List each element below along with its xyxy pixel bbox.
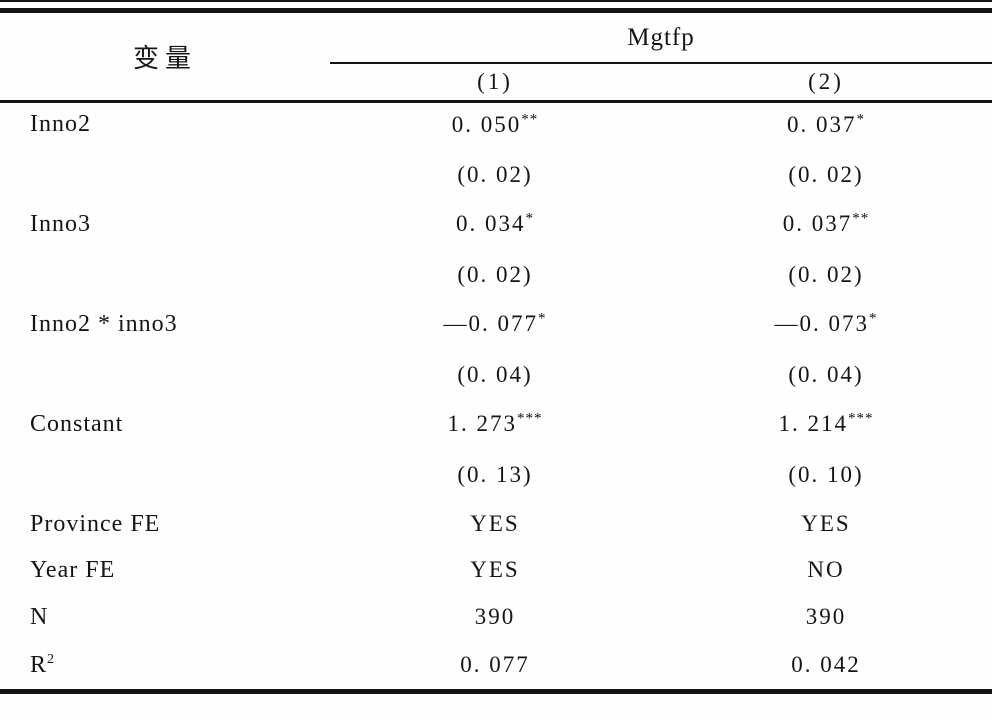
coef-value: 0. 050 — [451, 111, 522, 137]
stat-cell: 390 — [474, 604, 516, 629]
r-squared-label: R — [30, 651, 48, 678]
row-label: R2 — [0, 641, 330, 689]
significance-stars: * — [538, 310, 547, 327]
table-row-year-fe: Year FE YES NO — [0, 547, 992, 593]
fe-cell: NO — [807, 557, 845, 582]
row-label — [0, 247, 330, 301]
column-header-2: (2) — [660, 63, 992, 103]
table-row-inno3-se: (0. 02) (0. 02) — [0, 247, 992, 301]
row-label — [0, 447, 330, 501]
table-top-border-thin — [0, 0, 992, 2]
row-label: Year FE — [30, 556, 116, 583]
table-row-interaction-se: (0. 04) (0. 04) — [0, 347, 992, 401]
significance-stars: * — [525, 210, 534, 227]
column-header-1: (1) — [330, 63, 660, 103]
coef-value: —0. 073 — [774, 311, 869, 336]
table-bottom-border — [0, 689, 992, 694]
stat-cell: 0. 042 — [791, 652, 861, 677]
coef-value: 0. 034 — [456, 211, 526, 236]
r-squared-exponent: 2 — [47, 651, 56, 667]
row-label: Inno2 * inno3 — [30, 310, 178, 337]
table-row-interaction-coef: Inno2 * inno3 —0. 077* —0. 073* — [0, 301, 992, 347]
row-label: Constant — [30, 410, 124, 437]
coef-cell: 1. 273*** — [330, 401, 660, 447]
row-label — [0, 147, 330, 201]
se-cell: (0. 02) — [788, 162, 864, 187]
coef-value: 1. 214 — [778, 411, 848, 436]
row-label: Province FE — [30, 510, 161, 537]
row-label: N — [30, 603, 49, 630]
se-cell: (0. 02) — [457, 262, 533, 287]
table-row-inno2-se: (0. 02) (0. 02) — [0, 147, 992, 201]
significance-stars: *** — [848, 410, 874, 427]
stat-cell: 390 — [805, 604, 847, 629]
table-row-r-squared: R2 0. 077 0. 042 — [0, 641, 992, 689]
se-cell: (0. 02) — [788, 262, 864, 287]
regression-table: 变量 Mgtfp (1) (2) Inno2 0. 050** 0. 037* … — [0, 13, 992, 689]
fe-cell: YES — [470, 511, 520, 536]
significance-stars: * — [856, 111, 865, 128]
dependent-variable-header: Mgtfp — [330, 13, 992, 64]
coef-cell: 0. 050** — [330, 101, 660, 147]
row-label — [0, 347, 330, 401]
coef-cell: —0. 077* — [330, 301, 660, 347]
significance-stars: ** — [521, 111, 539, 128]
coef-cell: 0. 034* — [330, 201, 660, 247]
row-label: Inno2 — [30, 111, 91, 138]
coef-cell: —0. 073* — [660, 301, 992, 347]
coef-value: 1. 273 — [447, 411, 517, 436]
coef-value: 0. 037 — [782, 211, 853, 236]
table-row-constant-coef: Constant 1. 273*** 1. 214*** — [0, 401, 992, 447]
table-row-inno2-coef: Inno2 0. 050** 0. 037* — [0, 101, 992, 147]
table-top-border-thick — [0, 8, 992, 13]
coef-cell: 0. 037* — [660, 101, 992, 147]
se-cell: (0. 02) — [457, 162, 533, 187]
header-row-columns: (1) (2) — [0, 63, 992, 103]
se-cell: (0. 10) — [788, 462, 864, 487]
se-cell: (0. 04) — [457, 362, 533, 387]
stat-cell: 0. 077 — [460, 652, 530, 677]
coef-value: 0. 037 — [787, 111, 857, 137]
fe-cell: YES — [470, 557, 520, 582]
fe-cell: YES — [801, 511, 851, 536]
coef-cell: 0. 037** — [660, 201, 992, 247]
table-row-province-fe: Province FE YES YES — [0, 501, 992, 547]
coef-value: —0. 077 — [443, 311, 538, 336]
table-row-constant-se: (0. 13) (0. 10) — [0, 447, 992, 501]
coef-cell: 1. 214*** — [660, 401, 992, 447]
variable-column-header: 变量 — [0, 13, 330, 103]
significance-stars: *** — [517, 410, 543, 427]
se-cell: (0. 13) — [457, 462, 533, 487]
table-row-n: N 390 390 — [0, 593, 992, 641]
significance-stars: ** — [852, 210, 870, 227]
row-label: Inno3 — [30, 210, 91, 237]
table-row-inno3-coef: Inno3 0. 034* 0. 037** — [0, 201, 992, 247]
significance-stars: * — [869, 310, 878, 327]
se-cell: (0. 04) — [788, 362, 864, 387]
header-row-group: 变量 Mgtfp — [0, 13, 992, 103]
